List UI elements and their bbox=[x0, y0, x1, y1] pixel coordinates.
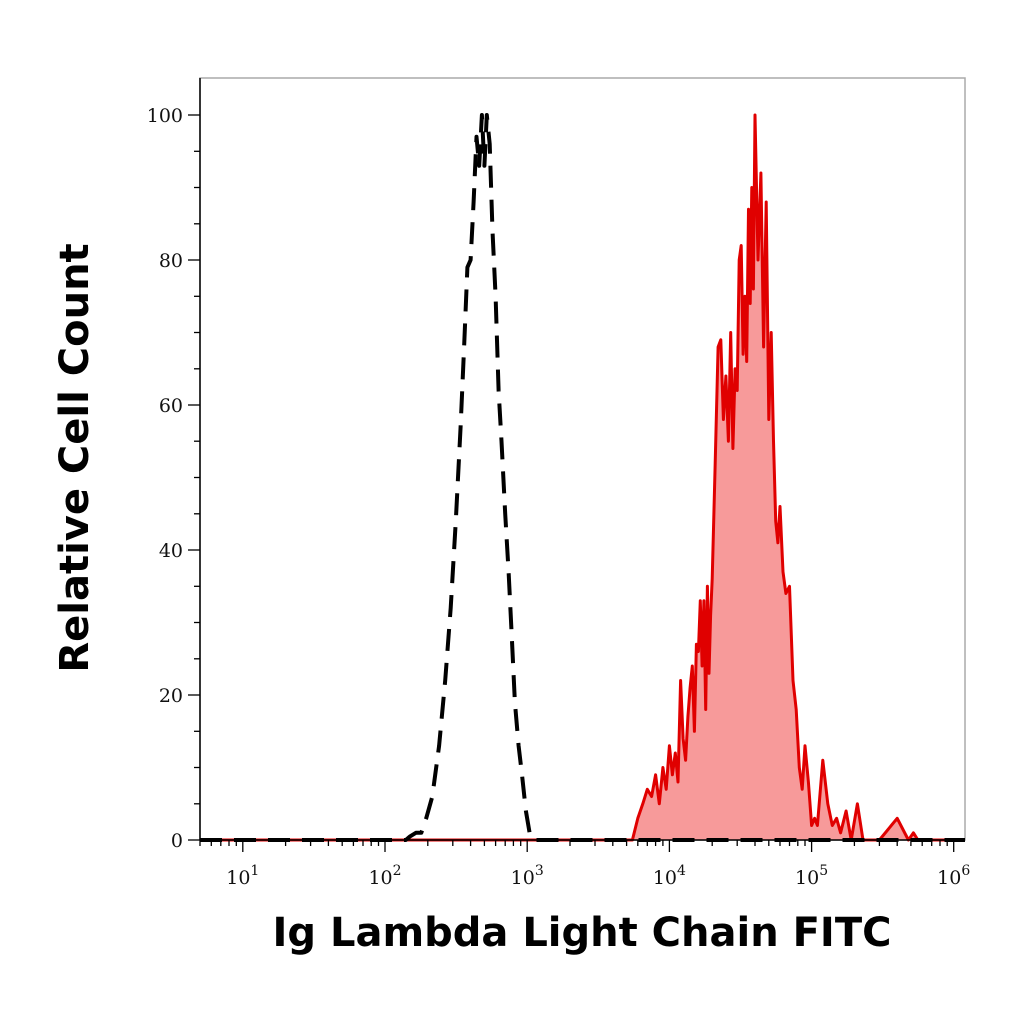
x-tick-label: 105 bbox=[795, 863, 828, 889]
series-lines bbox=[200, 113, 965, 842]
x-axis-title: Ig Lambda Light Chain FITC bbox=[273, 910, 892, 956]
y-tick-label: 20 bbox=[159, 685, 183, 707]
stained-series-fill bbox=[200, 115, 965, 840]
y-tick-label: 60 bbox=[159, 395, 183, 417]
stained-line bbox=[200, 113, 965, 842]
x-tick-label: 103 bbox=[511, 863, 544, 889]
y-tick-label: 0 bbox=[171, 830, 183, 852]
y-axis-title: Relative Cell Count bbox=[52, 243, 98, 672]
x-tick-label: 101 bbox=[226, 863, 259, 889]
y-tick-label: 100 bbox=[147, 105, 183, 127]
control-line bbox=[200, 113, 965, 842]
x-tick-label: 106 bbox=[937, 863, 970, 889]
x-tick-label: 102 bbox=[368, 863, 401, 889]
y-ticks: 0 20 40 60 80 100 bbox=[147, 105, 200, 852]
x-ticks: 101 102 103 104 105 106 bbox=[199, 840, 970, 889]
x-tick-label: 104 bbox=[653, 863, 686, 889]
y-tick-label: 80 bbox=[159, 250, 183, 272]
stained-area bbox=[200, 115, 965, 840]
axes bbox=[199, 78, 965, 841]
plot-frame bbox=[199, 77, 966, 841]
y-tick-label: 40 bbox=[159, 540, 183, 562]
